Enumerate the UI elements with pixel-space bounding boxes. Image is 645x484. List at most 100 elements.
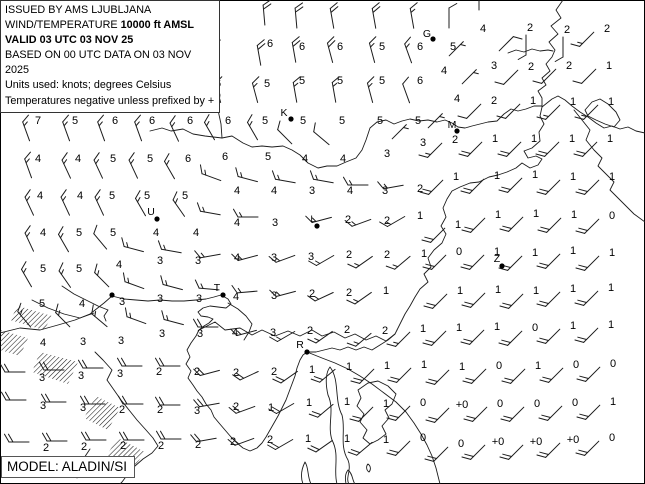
wind-barb bbox=[164, 153, 175, 180]
temp-value: 1 bbox=[309, 364, 315, 376]
temp-value: 3 bbox=[271, 290, 277, 302]
wind-barb bbox=[347, 255, 373, 269]
temp-value: 1 bbox=[494, 170, 500, 182]
temp-value: 2 bbox=[452, 134, 458, 146]
temp-value: 2 bbox=[309, 288, 315, 300]
wind-barb bbox=[573, 141, 598, 157]
temp-value: 1 bbox=[305, 433, 311, 445]
temp-value: 3 bbox=[196, 293, 202, 305]
temp-value: 5 bbox=[300, 115, 306, 127]
wind-barb bbox=[425, 369, 450, 385]
temp-value: 3 bbox=[420, 137, 426, 149]
temp-value: 4 bbox=[340, 153, 346, 165]
temp-value: 0 bbox=[497, 398, 503, 410]
temp-value: 2 bbox=[417, 183, 423, 195]
lagoon-hatch bbox=[106, 438, 145, 470]
wind-barb bbox=[21, 261, 32, 288]
temp-value: 1 bbox=[532, 247, 538, 259]
temp-value: 1 bbox=[570, 320, 576, 332]
info-box: ISSUED BY AMS LJUBLJANA WIND/TEMPERATURE… bbox=[0, 0, 220, 113]
wind-barb bbox=[461, 444, 486, 460]
temp-value: 3 bbox=[159, 328, 165, 340]
wind-barb bbox=[460, 329, 485, 345]
station-label: L bbox=[310, 214, 315, 224]
wind-barb bbox=[458, 141, 483, 157]
temp-value: 6 bbox=[185, 153, 191, 165]
wind-barb bbox=[156, 430, 182, 440]
wind-barb bbox=[498, 177, 523, 193]
station-dot bbox=[154, 216, 160, 222]
wind-barb bbox=[448, 41, 466, 57]
temp-value: 3 bbox=[197, 328, 203, 340]
wind-barb bbox=[422, 330, 447, 346]
temp-value: 1 bbox=[344, 396, 350, 408]
temp-value: 6 bbox=[337, 41, 343, 53]
temp-value: 4 bbox=[77, 190, 83, 202]
temp-value: 6 bbox=[149, 115, 155, 127]
border-east-bulge bbox=[584, 98, 621, 128]
temp-value: +0 bbox=[530, 436, 543, 448]
temp-value: 4 bbox=[454, 93, 460, 105]
wind-barb bbox=[61, 152, 72, 179]
wind-barb bbox=[501, 368, 526, 384]
temp-value: 1 bbox=[383, 285, 389, 297]
wind-barb bbox=[194, 279, 220, 291]
wind-barb bbox=[230, 328, 257, 337]
temp-value: 1 bbox=[533, 285, 539, 297]
temp-value: 1 bbox=[383, 398, 389, 410]
wind-barb bbox=[94, 189, 105, 216]
station-label: R bbox=[296, 339, 304, 351]
temp-value: 2 bbox=[156, 366, 162, 378]
temp-value: 3 bbox=[309, 185, 315, 197]
wind-barb bbox=[349, 406, 374, 422]
wind-barb bbox=[251, 76, 260, 103]
wind-barb bbox=[576, 366, 601, 382]
temp-value: 2 bbox=[230, 436, 236, 448]
wind-barb bbox=[391, 124, 409, 140]
station-dot bbox=[109, 292, 115, 298]
temp-value: 1 bbox=[420, 323, 426, 335]
temp-value: 1 bbox=[421, 248, 427, 260]
coast-rijeka-bay bbox=[306, 333, 396, 353]
temp-value: 1 bbox=[609, 247, 615, 259]
wind-barb bbox=[24, 225, 35, 252]
temp-value: 4 bbox=[480, 23, 486, 35]
temp-value: 1 bbox=[608, 282, 614, 294]
temp-value: 4 bbox=[37, 190, 43, 202]
island-krk bbox=[356, 380, 397, 445]
wind-barb bbox=[448, 3, 458, 29]
wind-barb bbox=[517, 34, 527, 60]
wind-barb bbox=[326, 36, 336, 63]
temp-value: 4 bbox=[271, 185, 277, 197]
wind-barb bbox=[386, 331, 411, 347]
wind-barb bbox=[0, 391, 27, 401]
temp-value: 1 bbox=[607, 133, 613, 145]
temp-value: 3 bbox=[119, 296, 125, 308]
wind-barb bbox=[194, 250, 221, 259]
wind-barb bbox=[4, 433, 30, 443]
temp-value: 4 bbox=[40, 227, 46, 239]
temp-value: 2 bbox=[81, 441, 87, 453]
model-box: MODEL: ALADIN/SI bbox=[1, 456, 136, 478]
temp-value: 2 bbox=[491, 95, 497, 107]
wind-barb bbox=[232, 370, 259, 381]
temp-value: 1 bbox=[494, 321, 500, 333]
temp-value: 1 bbox=[532, 169, 538, 181]
station-label: G bbox=[423, 28, 431, 40]
wind-barb bbox=[80, 395, 106, 405]
wind-barb bbox=[366, 76, 375, 103]
wind-barb bbox=[0, 363, 26, 373]
wind-barb bbox=[58, 262, 72, 288]
wind-barb bbox=[343, 176, 369, 186]
temp-value: 1 bbox=[531, 133, 537, 145]
temp-value: 0 bbox=[609, 432, 615, 444]
temp-value: 4 bbox=[75, 153, 81, 165]
temp-value: 3 bbox=[118, 335, 124, 347]
temp-value: 3 bbox=[272, 217, 278, 229]
temp-value: 3 bbox=[270, 327, 276, 339]
temp-value: 2 bbox=[157, 404, 163, 416]
temp-value: 3 bbox=[194, 405, 200, 417]
temp-value: 1 bbox=[609, 171, 615, 183]
